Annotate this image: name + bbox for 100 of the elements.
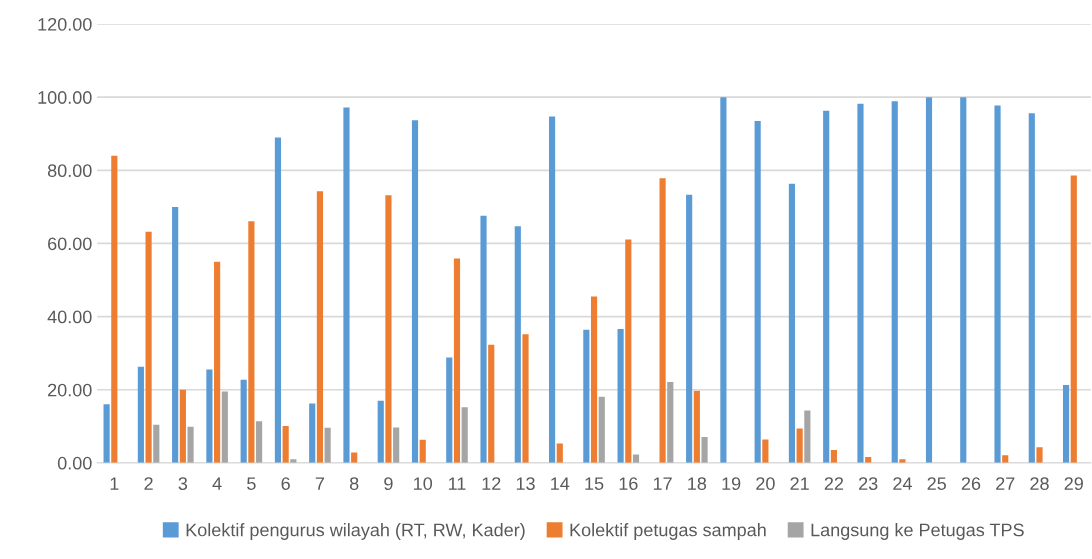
bar (111, 155, 118, 463)
bar (480, 215, 487, 463)
x-tick-label: 10 (414, 477, 433, 490)
bar (187, 426, 194, 463)
legend-label: Langsung ke Petugas TPS (811, 523, 1024, 540)
x-tick-label: 8 (349, 477, 359, 490)
x-tick-label: 28 (1030, 477, 1049, 490)
bar (393, 427, 400, 463)
bar (103, 404, 110, 463)
bar (172, 206, 179, 463)
bar (214, 261, 221, 463)
x-tick-label: 5 (247, 477, 256, 490)
bar (925, 97, 933, 463)
bar (514, 226, 521, 463)
bar (701, 436, 708, 463)
y-tick-label: 20.00 (48, 383, 92, 397)
bar (446, 357, 453, 463)
bar (720, 97, 727, 463)
x-tick-label: 20 (756, 477, 775, 490)
bar (1070, 175, 1077, 463)
y-tick-label: 60.00 (48, 237, 92, 251)
x-tick-label: 19 (722, 477, 741, 490)
bar (1036, 447, 1043, 463)
bar (804, 410, 811, 463)
bar (419, 439, 426, 463)
bar (1062, 384, 1070, 463)
x-tick-label: 17 (653, 477, 672, 490)
legend-label: Kolektif petugas sampah (570, 523, 766, 540)
bar (667, 382, 674, 463)
bar (411, 120, 419, 463)
bar (240, 379, 247, 463)
bar (823, 110, 830, 463)
legend-label: Kolektif pengurus wilayah (RT, RW, Kader) (186, 523, 525, 540)
x-tick-label: 29 (1064, 477, 1083, 490)
bar (686, 194, 693, 463)
bar (179, 389, 186, 463)
bar (145, 231, 152, 463)
bar (632, 454, 640, 463)
x-tick-label: 15 (585, 477, 604, 490)
bar (256, 421, 263, 463)
y-tick-label: 40.00 (47, 310, 92, 324)
bar (754, 120, 761, 463)
bar (206, 369, 213, 463)
bar (324, 427, 331, 463)
bar (282, 425, 289, 463)
x-tick-label: 1 (110, 477, 119, 490)
x-tick-label: 16 (619, 477, 638, 490)
bar (899, 459, 906, 463)
x-tick-label: 25 (927, 477, 946, 490)
bar (221, 391, 228, 463)
bar (891, 101, 898, 463)
bar (830, 450, 837, 463)
x-tick-label: 4 (212, 477, 222, 490)
bar (590, 296, 598, 463)
x-tick-label: 18 (688, 477, 707, 490)
x-tick-label: 27 (996, 477, 1015, 490)
bar (153, 424, 160, 463)
bar (316, 191, 323, 463)
bar (377, 400, 384, 463)
x-tick-label: 21 (790, 477, 809, 490)
y-tick-label: 120.00 (38, 17, 92, 31)
bar (762, 439, 769, 463)
bar (1028, 113, 1035, 463)
y-tick-label: 0.00 (57, 456, 92, 470)
bar (598, 396, 605, 463)
bar (309, 403, 316, 463)
bar (693, 390, 700, 463)
bar (994, 105, 1001, 463)
x-tick-label: 14 (551, 477, 570, 490)
bar (548, 116, 556, 463)
bar (522, 334, 529, 463)
bar (857, 103, 864, 463)
x-tick-label: 11 (448, 477, 466, 490)
bar (343, 107, 350, 463)
bar (788, 183, 796, 463)
x-tick-label: 2 (144, 477, 153, 490)
bar (556, 443, 563, 463)
y-tick-label: 100.00 (38, 91, 92, 104)
x-tick-label: 24 (893, 477, 912, 490)
x-tick-label: 9 (384, 477, 393, 490)
x-tick-label: 22 (824, 477, 844, 490)
bar (583, 329, 590, 463)
x-tick-label: 26 (961, 477, 981, 490)
bar (617, 329, 624, 463)
bar (461, 407, 468, 463)
x-tick-label: 7 (315, 477, 325, 490)
bar (960, 97, 967, 463)
x-tick-label: 6 (281, 477, 290, 490)
bar (248, 221, 255, 463)
bar (453, 258, 461, 463)
bar (796, 428, 803, 463)
bar (488, 344, 495, 463)
bar (274, 137, 282, 463)
bar (137, 366, 144, 463)
x-tick-label: 23 (859, 477, 878, 490)
bar (385, 195, 392, 463)
x-tick-label: 13 (516, 477, 535, 490)
bar (659, 178, 666, 463)
y-tick-label: 80.00 (47, 164, 92, 178)
x-tick-label: 12 (482, 477, 501, 490)
